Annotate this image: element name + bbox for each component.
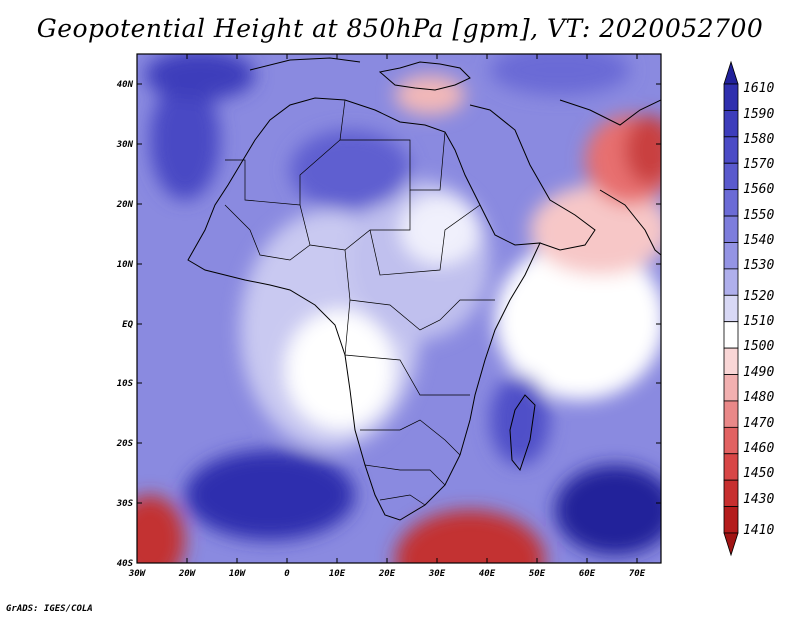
lat-label: 30S xyxy=(116,499,134,509)
lon-label: 70E xyxy=(629,569,646,579)
plot-title: Geopotential Height at 850hPa [gpm], VT:… xyxy=(36,14,764,43)
colorbar: 1610 1590 1580 1570 1560 1550 1540 1530 … xyxy=(723,60,774,557)
colorbar-cell xyxy=(723,268,739,296)
lat-label: 20N xyxy=(116,200,134,210)
lon-label: 30W xyxy=(128,569,147,579)
colorbar-label: 1410 xyxy=(743,523,774,538)
colorbar-labels: 1610 1590 1580 1570 1560 1550 1540 1530 … xyxy=(743,81,774,538)
colorbar-cell xyxy=(723,83,739,111)
colorbar-label: 1590 xyxy=(743,107,774,122)
lat-label: 30N xyxy=(116,140,134,150)
colorbar-label: 1510 xyxy=(743,314,774,329)
colorbar-label: 1500 xyxy=(743,339,774,354)
height-field xyxy=(137,54,661,563)
colorbar-cell xyxy=(723,242,739,270)
colorbar-label: 1430 xyxy=(743,492,774,507)
coastlines xyxy=(187,57,661,521)
colorbar-label: 1480 xyxy=(743,390,774,405)
grads-credit: GrADS: IGES/COLA xyxy=(6,604,93,614)
lon-label: 0 xyxy=(284,569,290,579)
lon-labels: 30W 20W 10W 0 10E 20E 30E 40E 50E 60E 70… xyxy=(128,569,646,579)
lat-labels: 40N 30N 20N 10N EQ 10S 20S 30S 40S xyxy=(116,80,134,569)
lat-label: 10S xyxy=(117,379,134,389)
lat-label: 10N xyxy=(117,260,134,270)
map-frame xyxy=(136,53,662,564)
lat-label: 40N xyxy=(117,80,134,90)
colorbar-label: 1490 xyxy=(743,365,774,380)
colorbar-label: 1450 xyxy=(743,466,774,481)
lon-label: 20W xyxy=(178,569,197,579)
colorbar-cell xyxy=(723,532,739,557)
lat-label: 20S xyxy=(116,439,134,449)
lat-label: EQ xyxy=(122,320,133,330)
colorbar-cell xyxy=(723,347,739,375)
lon-label: 30E xyxy=(428,569,446,579)
colorbar-label: 1610 xyxy=(743,81,774,96)
colorbar-cell xyxy=(723,136,739,164)
lon-label: 60E xyxy=(579,569,596,579)
lon-label: 10E xyxy=(329,569,346,579)
colorbar-cell xyxy=(723,294,739,323)
colorbar-cells xyxy=(723,60,739,557)
colorbar-cell xyxy=(723,374,739,402)
colorbar-cell xyxy=(723,453,739,481)
lon-label: 10W xyxy=(229,569,247,579)
colorbar-cell xyxy=(723,189,739,217)
colorbar-cell xyxy=(723,162,739,191)
colorbar-label: 1470 xyxy=(743,416,774,431)
colorbar-cell xyxy=(723,321,739,349)
colorbar-label: 1570 xyxy=(743,157,774,172)
colorbar-label: 1560 xyxy=(743,182,774,197)
colorbar-label: 1550 xyxy=(743,208,774,223)
lon-label: 40E xyxy=(479,569,496,579)
colorbar-cell xyxy=(723,479,739,507)
colorbar-label: 1460 xyxy=(743,441,774,456)
colorbar-cell xyxy=(723,400,739,428)
colorbar-label: 1540 xyxy=(743,233,774,248)
colorbar-cell xyxy=(723,215,739,243)
colorbar-cell xyxy=(723,60,739,85)
colorbar-label: 1520 xyxy=(743,289,774,304)
colorbar-cell xyxy=(723,506,739,534)
colorbar-label: 1580 xyxy=(743,132,774,147)
colorbar-label: 1530 xyxy=(743,258,774,273)
colorbar-cell xyxy=(723,110,739,138)
colorbar-cell xyxy=(723,426,739,455)
tick-marks xyxy=(137,54,661,563)
lon-label: 20E xyxy=(378,569,396,579)
lat-label: 40S xyxy=(117,559,134,569)
lon-label: 50E xyxy=(529,569,546,579)
country-borders xyxy=(224,99,495,506)
